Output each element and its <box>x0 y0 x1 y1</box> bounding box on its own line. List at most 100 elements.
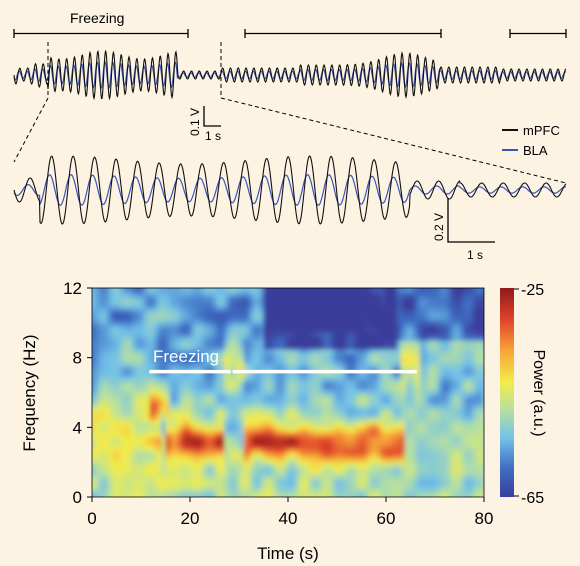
spectrogram-cell <box>216 348 221 354</box>
spectrogram-cell <box>294 492 300 497</box>
spectrogram-cell <box>412 292 417 298</box>
spectrogram-cell <box>302 383 308 389</box>
spectrogram-cell <box>341 396 347 402</box>
spectrogram-cell <box>216 362 221 367</box>
spectrogram-cell <box>98 427 104 433</box>
spectrogram-cell <box>424 396 429 402</box>
spectrogram-cell <box>134 440 139 446</box>
spectrogram-cell <box>400 466 406 472</box>
spectrogram-cell <box>353 309 359 315</box>
spectrogram-cell <box>302 305 308 311</box>
spectrogram-cell <box>185 501 190 506</box>
spectrogram-cell <box>232 497 237 502</box>
spectrogram-cell <box>145 370 151 376</box>
spectrogram-cell <box>200 318 206 324</box>
spectrogram-cell <box>110 479 116 485</box>
spectrogram-cell <box>208 348 214 354</box>
spectrogram-cell <box>94 418 100 424</box>
spectrogram-cell <box>87 445 92 450</box>
spectrogram-cell <box>200 314 206 320</box>
spectrogram-cell <box>290 348 296 354</box>
spectrogram-cell <box>189 292 194 298</box>
spectrogram-cell <box>141 383 147 389</box>
spectrogram-cell <box>443 396 449 402</box>
spectrogram-cell <box>106 370 112 376</box>
spectrogram-cell <box>181 314 186 320</box>
spectrogram-cell <box>110 309 116 315</box>
freezing-bracket-1 <box>13 29 189 38</box>
spectrogram-cell <box>149 318 155 324</box>
spectrogram-cell <box>455 427 461 433</box>
spectrogram-cell <box>110 314 116 320</box>
spectrogram-cell <box>314 375 319 381</box>
spectrogram-cell <box>243 444 249 450</box>
spectrogram-cell <box>432 497 437 502</box>
spectrogram-cell <box>141 479 147 485</box>
spectrogram-cell <box>224 392 229 398</box>
spectrogram-cell <box>196 296 202 302</box>
spectrogram-cell <box>369 449 374 455</box>
spectrogram-cell <box>208 462 214 468</box>
spectrogram-cell <box>192 305 198 311</box>
spectrogram-cell <box>377 422 382 428</box>
spectrogram-cell <box>322 405 327 411</box>
spectrogram-cell <box>130 357 135 363</box>
spectrogram-cell <box>396 375 402 381</box>
spectrogram-cell <box>334 388 339 394</box>
spectrogram-cell <box>432 322 437 328</box>
spectrogram-cell <box>177 292 182 298</box>
spectrogram-cell <box>212 388 218 394</box>
spectrogram-cell <box>459 422 465 428</box>
spectrogram-cell <box>428 414 433 420</box>
spectrogram-cell <box>306 401 312 407</box>
spectrogram-cell <box>263 301 269 307</box>
spectrogram-cell <box>326 348 331 354</box>
spectrogram-cell <box>204 453 210 459</box>
spectrogram-cell <box>357 431 363 437</box>
spectrogram-cell <box>283 309 288 315</box>
spectrogram-cell <box>373 305 378 311</box>
spectrogram-cell <box>392 453 398 459</box>
spectrogram-cell <box>334 475 339 481</box>
spectrogram-cell <box>114 348 120 354</box>
spectrogram-cell <box>298 401 304 407</box>
spectrogram-cell <box>110 449 116 455</box>
spectrogram-cell <box>424 309 429 315</box>
spectrogram-cell <box>302 309 308 315</box>
spectrogram-cell <box>228 449 233 455</box>
spectrogram-cell <box>357 470 363 476</box>
spectrogram-cell <box>243 292 249 298</box>
spectrogram-cell <box>208 288 214 293</box>
spectrogram-cell <box>102 466 108 472</box>
spectrogram-cell <box>416 488 421 494</box>
spectrogram-cell <box>428 409 433 415</box>
spectrogram-cell <box>385 344 390 350</box>
spectrogram-cell <box>330 405 335 411</box>
spectrogram-cell <box>435 431 441 437</box>
spectrogram-cell <box>247 396 253 402</box>
spectrogram-cell <box>126 327 131 333</box>
spectrogram-cell <box>353 301 359 307</box>
spectrogram-cell <box>428 318 433 324</box>
spectrogram-cell <box>212 301 218 307</box>
spectrogram-cell <box>92 396 96 402</box>
spectrogram-cell <box>189 427 194 433</box>
spectrogram-cell <box>385 375 390 381</box>
spectrogram-cell <box>349 296 355 302</box>
spectrogram-cell <box>377 497 382 502</box>
spectrogram-cell <box>243 375 249 381</box>
spectrogram-cell <box>443 444 449 450</box>
spectrogram-cell <box>220 405 225 411</box>
spectrogram-cell <box>326 488 331 494</box>
spectrogram-cell <box>385 383 390 389</box>
spectrogram-cell <box>247 475 253 481</box>
spectrogram-cell <box>373 479 378 485</box>
spectrogram-cell <box>251 335 257 341</box>
spectrogram-cell <box>243 475 249 481</box>
spectrogram-cell <box>330 322 335 328</box>
spectrogram-cell <box>455 296 461 302</box>
spectrogram-cell <box>388 318 394 324</box>
spectrogram-cell <box>322 288 327 293</box>
spectrogram-cell <box>185 401 190 407</box>
spectrogram-cell <box>224 483 229 489</box>
